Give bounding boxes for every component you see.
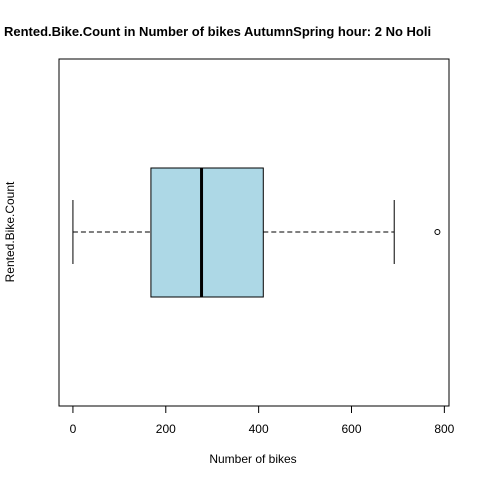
x-axis: 0 200 400 600 800 <box>70 405 455 436</box>
x-tick-label: 0 <box>70 422 77 436</box>
outlier-point <box>434 229 441 235</box>
box-group <box>72 167 441 298</box>
x-axis-label: Number of bikes <box>209 452 296 466</box>
x-tick-label: 600 <box>341 422 361 436</box>
y-axis-label: Rented.Bike.Count <box>3 181 17 282</box>
iqr-box <box>150 167 264 298</box>
x-tick-label: 400 <box>249 422 269 436</box>
chart-title: Rented.Bike.Count in Number of bikes Aut… <box>4 24 431 39</box>
x-tick-label: 200 <box>156 422 176 436</box>
x-tick-label: 800 <box>434 422 454 436</box>
